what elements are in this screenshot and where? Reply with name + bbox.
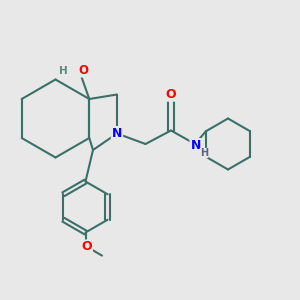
Text: N: N — [112, 127, 122, 140]
Text: O: O — [166, 88, 176, 101]
Text: O: O — [82, 240, 92, 253]
Text: N: N — [190, 139, 201, 152]
Text: H: H — [200, 148, 208, 158]
Text: O: O — [78, 64, 88, 77]
Text: H: H — [59, 65, 68, 76]
